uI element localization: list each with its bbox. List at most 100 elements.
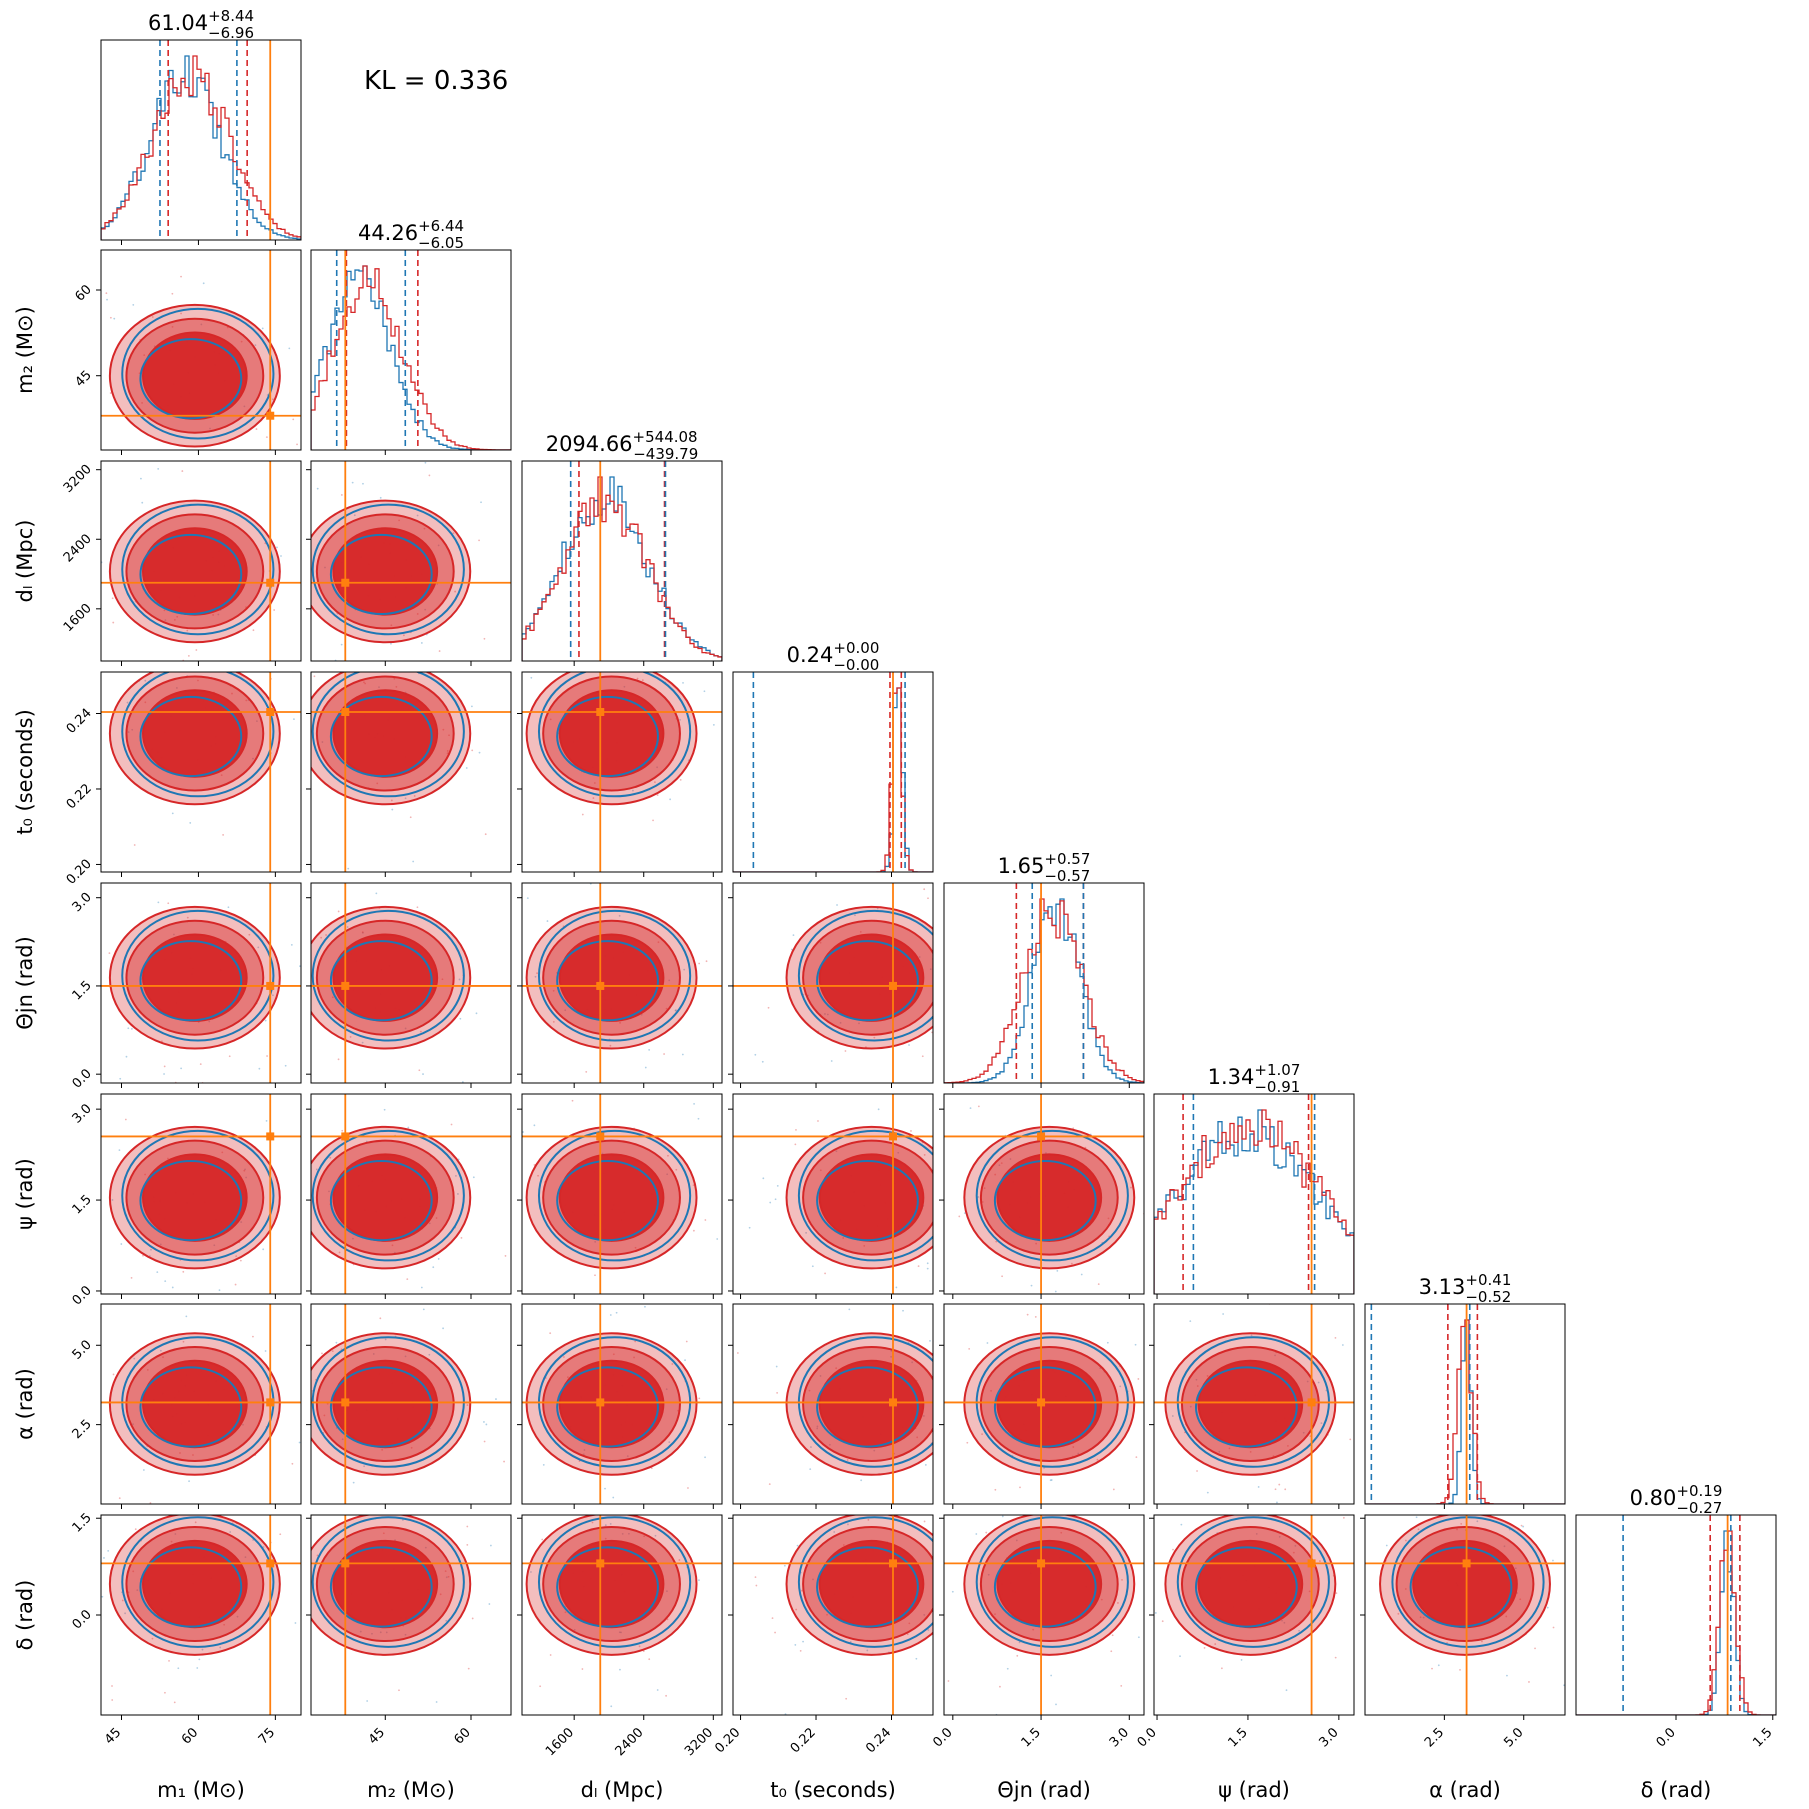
sample-point	[648, 1048, 651, 1051]
sample-point	[188, 1480, 190, 1483]
sample-point	[280, 555, 282, 557]
panel-dL-t0	[512, 642, 723, 877]
sample-point	[109, 667, 111, 669]
y-tick-label: 2400	[61, 531, 95, 565]
contour-inner-b	[329, 1546, 433, 1628]
sample-point	[149, 1502, 152, 1504]
x-tick-label: 0.0	[930, 1725, 955, 1750]
sample-point	[458, 978, 461, 981]
sample-point	[340, 494, 343, 496]
truth-marker	[341, 981, 350, 990]
sample-point	[533, 1124, 536, 1127]
sample-point	[1030, 1284, 1033, 1287]
truth-marker	[596, 1559, 605, 1568]
sample-point	[1514, 1567, 1517, 1570]
sample-point	[200, 498, 202, 500]
sample-point	[1285, 1689, 1288, 1692]
panel-frame	[521, 1093, 723, 1295]
contour-inner-b	[816, 940, 919, 1022]
contour-inner-a	[332, 1153, 439, 1242]
sample-point	[808, 1389, 811, 1392]
sample-point	[217, 613, 220, 616]
panel-content	[522, 1515, 722, 1753]
sample-point	[1016, 1654, 1019, 1657]
sample-point	[192, 1454, 194, 1456]
sample-point	[369, 877, 371, 879]
sample-point	[1255, 1492, 1257, 1494]
histogram-series-b	[733, 687, 933, 872]
x-tick-label: 60	[452, 1725, 474, 1747]
title-plus: +0.19	[1676, 1482, 1722, 1500]
sample-point	[636, 677, 639, 680]
sample-point	[698, 962, 701, 965]
sample-point	[1292, 1551, 1295, 1554]
sample-point	[362, 931, 364, 934]
sample-point	[517, 690, 519, 692]
panel-m2-psi	[306, 1093, 512, 1299]
sample-point	[1055, 1080, 1057, 1082]
sample-point	[336, 1482, 338, 1484]
sample-point	[363, 681, 365, 684]
y-axis-label-psi: ψ (rad)	[13, 1158, 37, 1230]
contour-outer-b	[311, 909, 465, 1042]
panel-frame	[1153, 1093, 1355, 1295]
sample-point	[254, 665, 256, 667]
sample-point	[445, 1576, 448, 1579]
sample-point	[642, 642, 644, 644]
sample-point	[863, 1244, 866, 1247]
sample-point	[265, 436, 268, 439]
sample-point	[264, 542, 267, 545]
sample-point	[220, 647, 222, 649]
sample-point	[337, 1058, 340, 1061]
contour-inner-a	[996, 1539, 1103, 1629]
panel-frame	[732, 1093, 934, 1295]
sample-point	[132, 1423, 134, 1426]
sample-point	[814, 1519, 816, 1521]
sample-point	[319, 869, 321, 871]
x-tick-label: 45	[366, 1725, 388, 1747]
sample-point	[1349, 1438, 1352, 1441]
sample-point	[296, 751, 298, 753]
contour-outer-b	[121, 1129, 275, 1262]
sample-point	[666, 1173, 669, 1176]
sample-point	[211, 1123, 213, 1125]
panel-frame	[943, 1093, 1145, 1295]
y-tick-label: 0.0	[70, 1066, 95, 1091]
sample-point	[845, 1697, 848, 1700]
sample-point	[435, 1217, 438, 1219]
sample-point	[692, 1229, 695, 1232]
sample-point	[142, 1254, 144, 1257]
sample-point	[371, 1632, 373, 1635]
sample-point	[1222, 1313, 1225, 1315]
sample-point	[244, 1556, 247, 1559]
sample-point	[228, 1055, 231, 1058]
sample-point	[512, 778, 514, 780]
sample-point	[809, 1468, 812, 1471]
panel-content	[101, 40, 301, 240]
sample-point	[609, 1314, 612, 1316]
panel-frame	[310, 249, 512, 451]
contour-inner-a	[1197, 1359, 1304, 1449]
sample-point	[849, 1641, 852, 1643]
sample-point	[787, 868, 789, 870]
sample-point	[591, 1510, 593, 1512]
panel-frame	[943, 882, 1145, 1084]
sample-point	[1506, 1674, 1508, 1677]
sample-point	[341, 1129, 344, 1132]
sample-point	[226, 326, 229, 329]
sample-point	[240, 340, 243, 343]
panel-frame	[310, 1093, 512, 1295]
sample-point	[604, 1487, 606, 1490]
panel-content	[1154, 1492, 1354, 1715]
sample-point	[208, 1020, 211, 1023]
sample-point	[1534, 1647, 1536, 1650]
title-plus: +544.08	[633, 428, 698, 446]
sample-point	[1342, 1516, 1345, 1519]
hist-panel-delta: 0.80+0.19 −0.27 0.0 1.5	[1575, 1482, 1777, 1750]
sample-point	[546, 1323, 548, 1325]
sample-point	[755, 1584, 758, 1587]
sample-point	[664, 1751, 666, 1753]
sample-point	[679, 778, 682, 781]
sample-point	[736, 1352, 739, 1354]
sample-point	[1336, 1297, 1338, 1299]
